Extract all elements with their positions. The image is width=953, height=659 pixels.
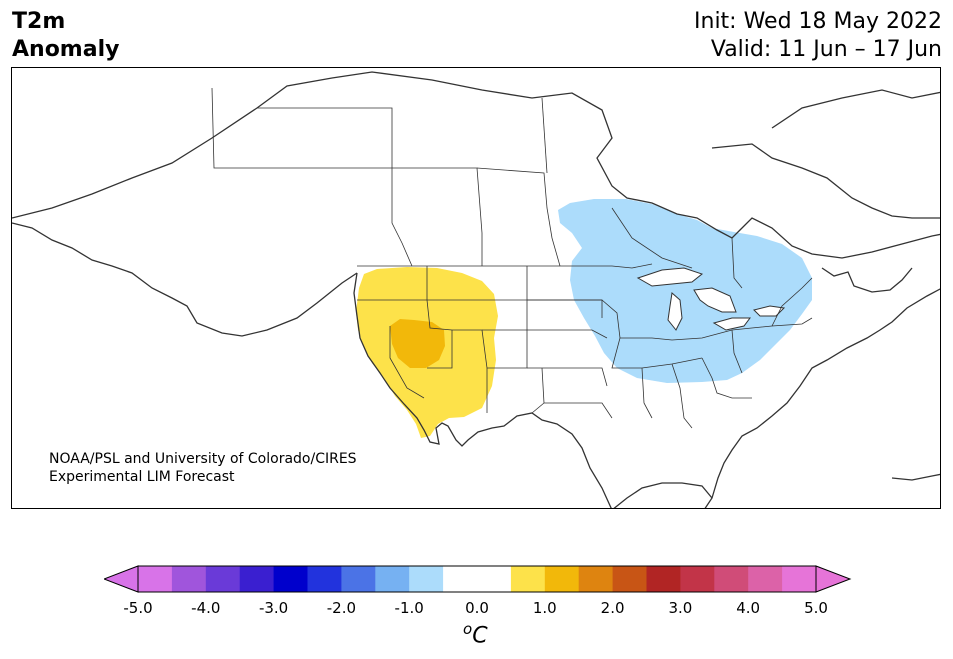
- colorbar-tick-label: 0.0: [465, 599, 489, 617]
- anomaly-region-great-basin-warm: [390, 319, 445, 368]
- colorbar-tick-label: -1.0: [394, 599, 424, 617]
- colorbar-tick-label: 4.0: [736, 599, 761, 617]
- colorbar-bin: [510, 566, 546, 592]
- unit-letter: C: [472, 623, 488, 649]
- colorbar-tick-label: 2.0: [600, 599, 625, 617]
- data-credit: NOAA/PSL and University of Colorado/CIRE…: [49, 450, 357, 486]
- colorbar-bin: [714, 566, 749, 592]
- coastlines: [12, 71, 940, 508]
- political-boundaries: [211, 87, 813, 429]
- anomaly-region-east-cool: [558, 199, 812, 383]
- colorbar-outline: [137, 565, 817, 593]
- colorbar-bin: [680, 566, 715, 592]
- valid-range: Valid: 11 Jun – 17 Jun: [710, 37, 942, 62]
- colorbar-bin: [273, 566, 308, 592]
- colorbar: [104, 565, 852, 593]
- forecast-dates: Init: Wed 18 May 2022 Valid: 11 Jun – 17…: [694, 8, 942, 64]
- colorbar-bin: [239, 566, 275, 592]
- colorbar-bin: [748, 566, 783, 592]
- colorbar-bin: [409, 566, 444, 592]
- credit-line-2: Experimental LIM Forecast: [49, 469, 235, 485]
- colorbar-bin: [375, 566, 410, 592]
- variable-label: T2m: [12, 9, 66, 34]
- colorbar-bin: [138, 566, 173, 592]
- map-panel: NOAA/PSL and University of Colorado/CIRE…: [11, 67, 941, 509]
- colorbar-tick-label: 3.0: [668, 599, 693, 617]
- colorbar-tick-label: -5.0: [123, 599, 153, 617]
- colorbar-bin: [341, 566, 376, 592]
- init-date: Init: Wed 18 May 2022: [694, 9, 942, 34]
- north-america-map: [12, 71, 940, 508]
- colorbar-bin: [443, 566, 478, 592]
- colorbar-unit: oC: [463, 620, 488, 648]
- unit-degree: o: [463, 620, 473, 638]
- colorbar-bin: [171, 566, 207, 592]
- colorbar-bin: [646, 566, 681, 592]
- colorbar-bin: [205, 566, 241, 592]
- credit-line-1: NOAA/PSL and University of Colorado/CIRE…: [49, 451, 357, 467]
- colorbar-under-arrow: [104, 565, 139, 593]
- colorbar-tick-label: -3.0: [258, 599, 289, 617]
- colorbar-bin: [612, 566, 647, 592]
- colorbar-bin: [782, 566, 817, 592]
- colorbar-bin: [544, 566, 580, 592]
- colorbar-bin: [578, 566, 614, 592]
- colorbar-tick-label: 5.0: [804, 599, 828, 617]
- colorbar-over-arrow: [815, 565, 852, 593]
- colorbar-bin: [307, 566, 342, 592]
- quantity-label: Anomaly: [12, 37, 120, 62]
- map-title: T2m Anomaly: [12, 8, 119, 64]
- colorbar-tick-label: -4.0: [191, 599, 221, 617]
- colorbar-bin: [477, 566, 512, 592]
- great-lakes: [636, 267, 786, 331]
- colorbar-tick-label: 1.0: [532, 599, 557, 617]
- colorbar-tick-label: -2.0: [326, 599, 357, 617]
